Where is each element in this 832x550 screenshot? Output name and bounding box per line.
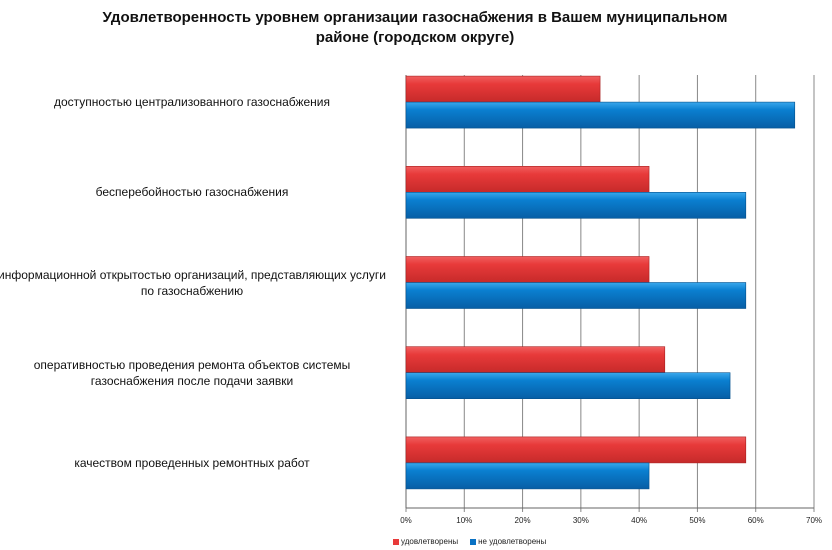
bar-unsatisfied — [405, 282, 747, 309]
bar-unsatisfied — [405, 372, 731, 400]
category-label-line: бесперебойностью газоснабжения — [95, 185, 289, 200]
x-tick-label: 40% — [631, 516, 648, 525]
category-label-line: доступностью централизованного газоснабж… — [53, 95, 331, 110]
legend-label: не удовлетворены — [478, 537, 547, 546]
bar-satisfied — [405, 75, 601, 103]
legend-item-unsatisfied: не удовлетворены — [470, 537, 546, 546]
category-label-line: оперативностью проведения ремонта объект… — [33, 357, 351, 372]
legend: удовлетворены не удовлетворены — [393, 537, 546, 546]
category-label-line: качеством проведенных ремонтных работ — [74, 455, 310, 470]
x-tick-label: 50% — [689, 516, 706, 525]
legend-item-satisfied: удовлетворены — [393, 537, 458, 546]
legend-swatch-blue — [470, 538, 477, 545]
x-tick-label: 30% — [572, 516, 589, 525]
x-tick-label: 10% — [456, 516, 473, 525]
bar-satisfied — [405, 346, 666, 374]
category-label-line: информационной открытостью организаций, … — [0, 267, 386, 282]
x-tick-label: 70% — [805, 516, 823, 525]
bar-unsatisfied — [405, 192, 747, 219]
category-label: информационной открытостью организаций, … — [0, 267, 392, 299]
category-label-line: газоснабжения после подачи заявки — [90, 373, 294, 388]
x-tick-label: 20% — [514, 516, 531, 525]
category-label: оперативностью проведения ремонта объект… — [0, 357, 392, 389]
bar-unsatisfied — [405, 462, 650, 490]
legend-label: удовлетворены — [401, 537, 459, 546]
title-line-2: районе (городском округе) — [315, 29, 515, 46]
legend-swatch-red — [393, 538, 399, 545]
title-line-1: Удовлетворенность уровнем организации га… — [102, 9, 728, 26]
bar-unsatisfied — [405, 101, 796, 129]
category-label: доступностью централизованного газоснабж… — [0, 94, 392, 110]
category-label: бесперебойностью газоснабжения — [0, 184, 392, 200]
category-label-line: по газоснабжению — [140, 283, 244, 298]
bar-satisfied — [405, 436, 747, 464]
x-tick-label: 60% — [747, 516, 764, 525]
category-label: качеством проведенных ремонтных работ — [0, 455, 392, 471]
x-tick-label: 0% — [400, 516, 412, 525]
bar-satisfied — [405, 166, 650, 193]
bar-satisfied — [405, 256, 650, 283]
chart-title: Удовлетворенность уровнем организации га… — [60, 8, 770, 48]
